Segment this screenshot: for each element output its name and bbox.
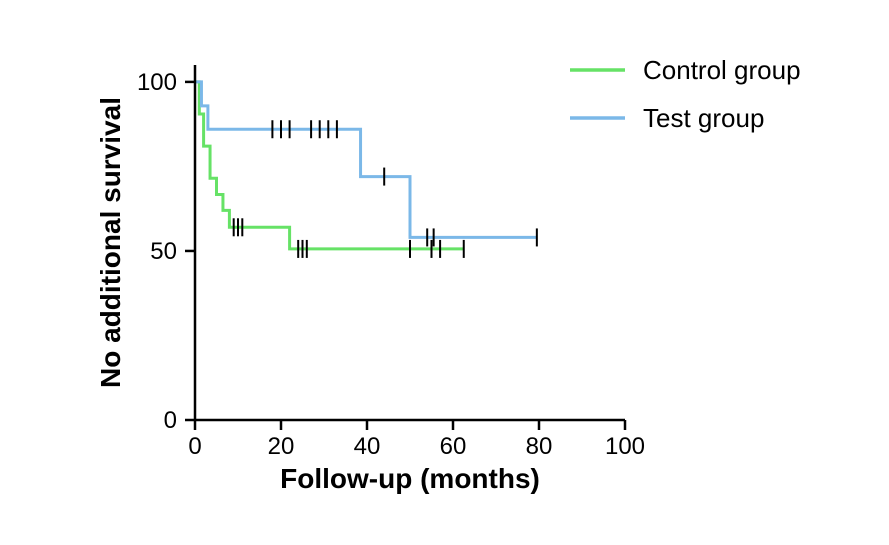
x-tick-label: 60 [440, 433, 467, 460]
series-1 [195, 82, 537, 238]
x-tick-label: 0 [188, 433, 201, 460]
legend-label-1: Test group [643, 103, 764, 133]
x-axis-title: Follow-up (months) [280, 463, 540, 494]
y-tick-label: 50 [150, 238, 177, 265]
x-tick-label: 40 [354, 433, 381, 460]
km-survival-chart: 0 20 40 60 80 100 0 50 100 Follow-up (months) No a… [0, 0, 889, 545]
x-tick-label: 100 [605, 433, 645, 460]
y-tick-label: 100 [137, 69, 177, 96]
y-tick-label: 0 [164, 407, 177, 434]
x-tick-label: 20 [268, 433, 295, 460]
series-0 [195, 82, 464, 249]
x-tick-label: 80 [526, 433, 553, 460]
y-axis-title: No additional survival [95, 97, 126, 388]
legend-label-0: Control group [643, 55, 801, 85]
